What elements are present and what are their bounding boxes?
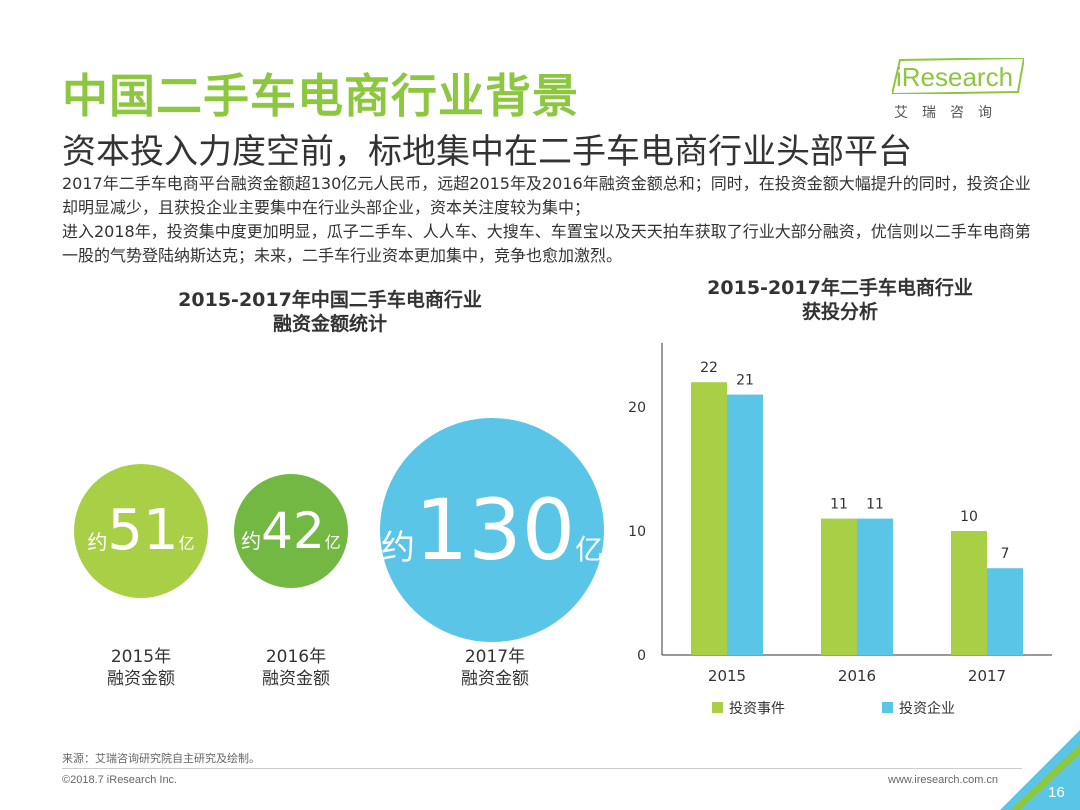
bubble-caption: 融资金额 xyxy=(262,669,330,689)
y-tick-label: 10 xyxy=(628,524,646,540)
bar-value-label: 21 xyxy=(736,373,754,389)
logo-badge-icon xyxy=(892,58,1024,94)
page-corner-icon xyxy=(1000,730,1080,810)
bar-2017-0 xyxy=(951,531,987,655)
bubble-value: 130 xyxy=(414,481,576,579)
bubble-unit: 亿 xyxy=(575,533,604,566)
bubble-year: 2016年 xyxy=(265,647,327,667)
bubble-prefix: 约 xyxy=(241,529,262,553)
bubble-chart-title-line2: 融资金额统计 xyxy=(272,313,387,335)
bubble-2016: 约42亿 xyxy=(234,474,348,588)
bubble-label-2015: 2015年 融资金额 xyxy=(81,646,201,690)
description-paragraph-2: 进入2018年，投资集中度更加明显，瓜子二手车、人人车、大搜车、车置宝以及天天拍… xyxy=(62,222,1031,265)
bubble-unit: 亿 xyxy=(178,534,195,553)
bubble-value: 51 xyxy=(107,498,179,563)
bar-value-label: 22 xyxy=(700,360,718,376)
legend-label: 投资事件 xyxy=(729,701,785,717)
legend-swatch xyxy=(882,702,893,713)
footer-url: www.iresearch.com.cn xyxy=(888,774,999,786)
bar-value-label: 10 xyxy=(960,509,978,525)
bar-2015-1 xyxy=(727,394,763,655)
bar-2017-1 xyxy=(987,568,1023,655)
bubble-2015: 约51亿 xyxy=(74,464,208,598)
bubble-chart-title: 2015-2017年中国二手车电商行业 融资金额统计 xyxy=(150,288,510,336)
bar-2016-1 xyxy=(857,518,893,655)
x-tick-label: 2016 xyxy=(838,667,876,685)
logo-subtext: 艾瑞咨询 xyxy=(894,105,1006,121)
footer-divider xyxy=(62,768,1022,769)
bubble-year: 2017年 xyxy=(464,647,526,667)
bubble-unit: 亿 xyxy=(324,533,341,552)
bubble-label-2016: 2016年 融资金额 xyxy=(236,646,356,690)
y-tick-label: 0 xyxy=(637,648,646,664)
page-title: 中国二手车电商行业背景 xyxy=(62,69,579,123)
bar-chart-title: 2015-2017年二手车电商行业 获投分析 xyxy=(660,276,1020,324)
legend-label: 投资企业 xyxy=(899,700,955,717)
source-note: 来源：艾瑞咨询研究院自主研究及绘制。 xyxy=(62,752,260,765)
logo-text: iResearch xyxy=(896,62,1014,92)
bar-value-label: 11 xyxy=(866,497,884,513)
bubble-chart-title-line1: 2015-2017年中国二手车电商行业 xyxy=(178,289,482,311)
bar-chart-title-line2: 获投分析 xyxy=(801,301,878,323)
x-tick-label: 2017 xyxy=(968,667,1006,685)
bubble-caption: 融资金额 xyxy=(461,669,529,689)
bar-value-label: 7 xyxy=(1001,546,1010,562)
bar-chart: 0 10 20 22 21 2015 11 11 2016 10 7 2017 投资事件 投资企业 xyxy=(628,343,1052,717)
bubble-prefix: 约 xyxy=(380,528,415,568)
bubble-prefix: 约 xyxy=(87,530,108,554)
x-tick-label: 2015 xyxy=(708,667,746,685)
page-number: 16 xyxy=(1048,784,1065,801)
bar-2015-0 xyxy=(691,382,727,655)
legend-swatch xyxy=(712,702,723,713)
bubble-2017: 约130亿 xyxy=(380,418,604,642)
page-subtitle: 资本投入力度空前，标地集中在二手车电商行业头部平台 xyxy=(62,132,912,172)
bubble-caption: 融资金额 xyxy=(107,669,175,689)
description: 2017年二手车电商平台融资金额超130亿元人民币，远超2015年及2016年融… xyxy=(62,172,1042,268)
bar-2016-0 xyxy=(821,518,857,655)
bubble-label-2017: 2017年 融资金额 xyxy=(435,646,555,690)
description-paragraph-1: 2017年二手车电商平台融资金额超130亿元人民币，远超2015年及2016年融… xyxy=(62,174,1031,217)
y-tick-label: 20 xyxy=(628,400,646,416)
copyright: ©2018.7 iResearch Inc. xyxy=(62,774,178,786)
bar-value-label: 11 xyxy=(830,497,848,513)
bubble-value: 42 xyxy=(261,502,325,560)
bubble-year: 2015年 xyxy=(110,647,172,667)
iresearch-logo: iResearch 艾瑞咨询 xyxy=(892,58,1032,124)
bar-chart-title-line1: 2015-2017年二手车电商行业 xyxy=(707,277,973,299)
